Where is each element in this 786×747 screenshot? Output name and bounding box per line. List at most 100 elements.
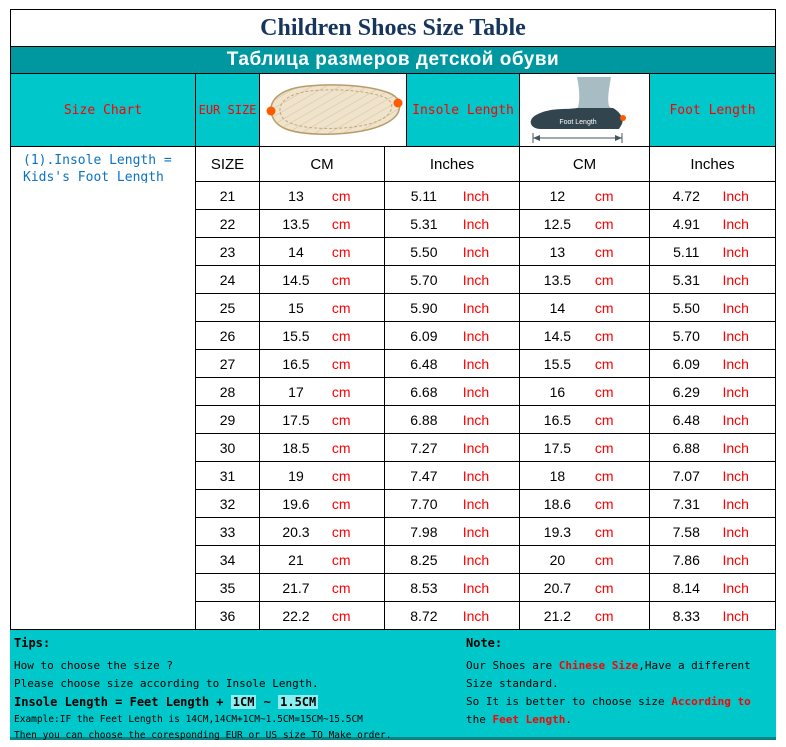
insole-inch-cell: 8.53 Inch: [385, 574, 520, 602]
foot-cm-cell: 20.7 cm: [520, 574, 650, 602]
insole-inch-cell: 7.70 Inch: [385, 490, 520, 518]
note-line-1: Our Shoes are Chinese Size,Have a differ…: [466, 659, 776, 672]
tips-heading: Tips:: [14, 636, 51, 650]
tips-line-5: Then you can choose the coresponding EUR…: [14, 730, 392, 741]
foot-inch-cell: 5.11 Inch: [650, 238, 776, 266]
table-row: 30 18.5 cm 7.27 Inch 17.5 cm 6.88 Inch: [196, 434, 776, 462]
foot-cm-cell: 20 cm: [520, 546, 650, 574]
tips-formula: Insole Length = Feet Length + 1CM ~ 1.5C…: [14, 695, 466, 709]
foot-inch-cell: 6.88 Inch: [650, 434, 776, 462]
insole-cm-cell: 22.2 cm: [260, 602, 385, 630]
size-cell: 25: [196, 294, 260, 322]
table-row: 28 17 cm 6.68 Inch 16 cm 6.29 Inch: [196, 378, 776, 406]
table-row: 26 15.5 cm 6.09 Inch 14.5 cm 5.70 Inch: [196, 322, 776, 350]
size-cell: 34: [196, 546, 260, 574]
note-section: Note: Our Shoes are Chinese Size,Have a …: [466, 636, 776, 737]
sidebar-note-line2: Kids's Foot Length: [23, 170, 164, 183]
table-row: 27 16.5 cm 6.48 Inch 15.5 cm 6.09 Inch: [196, 350, 776, 378]
tips-line-2: Please choose size according to Insole L…: [14, 677, 319, 690]
insole-inch-cell: 6.09 Inch: [385, 322, 520, 350]
size-table-body: 21 13 cm 5.11 Inch 12 cm 4.72 Inch 22 13.5 cm…: [196, 182, 776, 630]
column-header-foot-cm: CM: [520, 147, 650, 182]
foot-cm-cell: 14.5 cm: [520, 322, 650, 350]
sidebar: Size Chart (1).Insole Length = Kids's Fo…: [10, 74, 196, 630]
column-headers: SIZE CM Inches CM Inches: [196, 147, 776, 182]
formula-text: Insole Length = Feet Length +: [14, 695, 231, 709]
foot-cm-cell: 12.5 cm: [520, 210, 650, 238]
foot-image-cell: Foot Length: [520, 74, 650, 147]
insole-inch-cell: 5.70 Inch: [385, 266, 520, 294]
foot-inch-cell: 8.14 Inch: [650, 574, 776, 602]
size-cell: 27: [196, 350, 260, 378]
table-row: 36 22.2 cm 8.72 Inch 21.2 cm 8.33 Inch: [196, 602, 776, 630]
foot-inch-cell: 6.48 Inch: [650, 406, 776, 434]
note-text: .: [565, 713, 572, 726]
insole-inch-cell: 5.50 Inch: [385, 238, 520, 266]
insole-illustration-icon: [266, 84, 402, 135]
size-cell: 32: [196, 490, 260, 518]
insole-cm-cell: 21.7 cm: [260, 574, 385, 602]
insole-cm-cell: 17 cm: [260, 378, 385, 406]
size-table: Size Chart (1).Insole Length = Kids's Fo…: [10, 74, 776, 630]
note-chinese-size: Chinese Size: [558, 659, 639, 672]
foot-cm-cell: 19.3 cm: [520, 518, 650, 546]
foot-inch-cell: 6.09 Inch: [650, 350, 776, 378]
footer: Tips: How to choose the size ? Please ch…: [10, 630, 776, 741]
tips-section: Tips: How to choose the size ? Please ch…: [14, 636, 466, 741]
size-cell: 30: [196, 434, 260, 462]
insole-inch-cell: 6.88 Inch: [385, 406, 520, 434]
insole-inch-cell: 6.68 Inch: [385, 378, 520, 406]
note-heading: Note:: [466, 636, 503, 650]
formula-highlight-1cm: 1CM: [230, 695, 257, 709]
column-header-insole-inches: Inches: [385, 147, 520, 182]
insole-cm-cell: 21 cm: [260, 546, 385, 574]
foot-inch-cell: 4.72 Inch: [650, 182, 776, 210]
size-cell: 26: [196, 322, 260, 350]
insole-cm-cell: 19.6 cm: [260, 490, 385, 518]
insole-inch-cell: 8.72 Inch: [385, 602, 520, 630]
table-row: 34 21 cm 8.25 Inch 20 cm 7.86 Inch: [196, 546, 776, 574]
insole-inch-cell: 5.90 Inch: [385, 294, 520, 322]
foot-inch-cell: 7.31 Inch: [650, 490, 776, 518]
foot-cm-cell: 18 cm: [520, 462, 650, 490]
size-cell: 35: [196, 574, 260, 602]
note-line-4: the Feet Length.: [466, 713, 776, 726]
foot-cm-cell: 21.2 cm: [520, 602, 650, 630]
table-row: 23 14 cm 5.50 Inch 13 cm 5.11 Inch: [196, 238, 776, 266]
foot-cm-cell: 14 cm: [520, 294, 650, 322]
formula-highlight-1-5cm: 1.5CM: [278, 695, 319, 709]
tips-line-1: How to choose the size ?: [14, 659, 173, 672]
foot-inch-cell: 7.07 Inch: [650, 462, 776, 490]
foot-inch-cell: 5.50 Inch: [650, 294, 776, 322]
table-row: 33 20.3 cm 7.98 Inch 19.3 cm 7.58 Inch: [196, 518, 776, 546]
page-title: Children Shoes Size Table: [10, 9, 776, 47]
foot-cm-cell: 16 cm: [520, 378, 650, 406]
foot-inch-cell: 7.58 Inch: [650, 518, 776, 546]
foot-inch-cell: 4.91 Inch: [650, 210, 776, 238]
insole-inch-cell: 5.11 Inch: [385, 182, 520, 210]
insole-cm-cell: 16.5 cm: [260, 350, 385, 378]
table-row: 25 15 cm 5.90 Inch 14 cm 5.50 Inch: [196, 294, 776, 322]
insole-cm-cell: 13 cm: [260, 182, 385, 210]
insole-cm-cell: 14 cm: [260, 238, 385, 266]
sidebar-note-line1: (1).Insole Length =: [23, 153, 172, 168]
foot-inch-cell: 5.31 Inch: [650, 266, 776, 294]
foot-cm-cell: 16.5 cm: [520, 406, 650, 434]
size-cell: 29: [196, 406, 260, 434]
foot-inch-cell: 5.70 Inch: [650, 322, 776, 350]
foot-cm-cell: 13 cm: [520, 238, 650, 266]
note-text: the: [466, 713, 493, 726]
column-header-foot-inches: Inches: [650, 147, 776, 182]
size-cell: 23: [196, 238, 260, 266]
insole-inch-cell: 7.27 Inch: [385, 434, 520, 462]
insole-cm-cell: 18.5 cm: [260, 434, 385, 462]
table-row: 24 14.5 cm 5.70 Inch 13.5 cm 5.31 Inch: [196, 266, 776, 294]
insole-image-cell: [260, 74, 407, 147]
foot-cm-cell: 18.6 cm: [520, 490, 650, 518]
size-cell: 33: [196, 518, 260, 546]
table-row: 35 21.7 cm 8.53 Inch 20.7 cm 8.14 Inch: [196, 574, 776, 602]
table-area: EUR SIZE: [196, 74, 776, 630]
eur-size-header: EUR SIZE: [196, 74, 260, 147]
note-text: ,Have a different: [638, 659, 751, 672]
